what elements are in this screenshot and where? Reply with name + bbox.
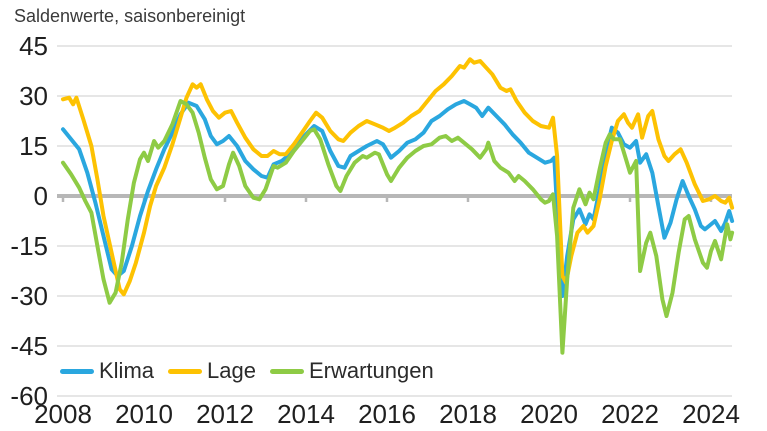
x-axis-label: 2016 bbox=[358, 399, 416, 429]
y-axis-label: -60 bbox=[10, 381, 48, 411]
x-axis-label: 2018 bbox=[439, 399, 497, 429]
legend-swatch-erwartungen bbox=[269, 368, 304, 374]
x-axis-label: 2010 bbox=[115, 399, 173, 429]
legend-swatch-klima bbox=[60, 368, 94, 374]
x-axis-label: 2014 bbox=[277, 399, 335, 429]
y-axis-label: 30 bbox=[19, 81, 48, 111]
x-axis-label: 2022 bbox=[601, 399, 659, 429]
series-line-erwartungen bbox=[61, 99, 735, 355]
x-axis-label: 2024 bbox=[682, 399, 740, 429]
legend-label: Klima bbox=[99, 358, 155, 383]
chart-title: Saldenwerte, saisonbereinigt bbox=[14, 6, 246, 26]
series-line-klima bbox=[61, 99, 735, 298]
x-axis-label: 2008 bbox=[34, 399, 92, 429]
series-line-lage bbox=[61, 57, 735, 297]
legend-item-klima: Klima bbox=[60, 358, 154, 384]
legend-item-erwartungen: Erwartungen bbox=[269, 358, 434, 384]
y-axis-label: 15 bbox=[19, 131, 48, 161]
y-axis-label: -30 bbox=[10, 281, 48, 311]
legend: Klima Lage Erwartungen bbox=[60, 358, 434, 384]
y-axis-label: 0 bbox=[33, 181, 48, 211]
x-axis-label: 2020 bbox=[520, 399, 578, 429]
y-axis-label: 45 bbox=[19, 31, 48, 61]
legend-swatch-lage bbox=[168, 368, 203, 374]
y-axis-label: -15 bbox=[10, 231, 48, 261]
y-axis-label: -45 bbox=[10, 331, 48, 361]
x-axis-label: 2012 bbox=[196, 399, 254, 429]
legend-label: Erwartungen bbox=[308, 358, 434, 383]
legend-label: Lage bbox=[207, 358, 256, 383]
legend-item-lage: Lage bbox=[168, 358, 256, 384]
